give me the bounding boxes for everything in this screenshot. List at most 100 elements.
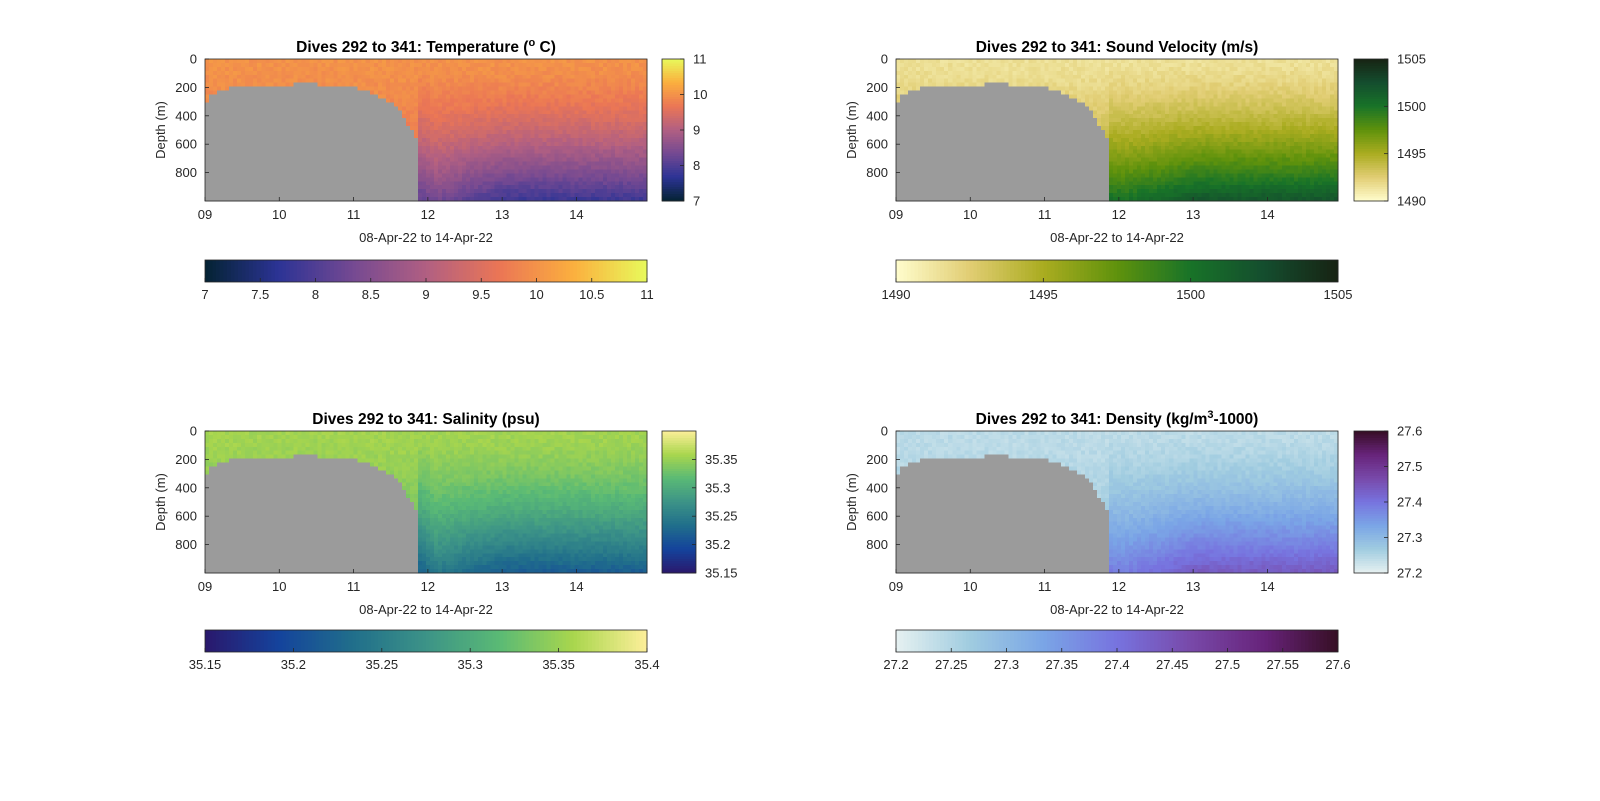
- colorbar-right-band: [662, 170, 684, 174]
- heatmap-cell: [908, 86, 913, 92]
- heatmap-cell: [458, 82, 463, 88]
- heatmap-cell: [349, 189, 355, 194]
- heatmap-cell: [980, 110, 985, 115]
- heatmap-cell: [466, 59, 471, 64]
- heatmap-cell: [409, 94, 415, 100]
- heatmap-cell: [506, 133, 511, 139]
- heatmap-cell: [329, 102, 335, 107]
- heatmap-cell: [924, 157, 929, 163]
- heatmap-cell: [900, 86, 905, 92]
- heatmap-cell: [936, 110, 941, 115]
- heatmap-cell: [357, 197, 363, 202]
- heatmap-cell: [462, 110, 467, 115]
- heatmap-cell: [594, 141, 600, 147]
- heatmap-cell: [317, 78, 323, 84]
- heatmap-cell: [430, 90, 435, 96]
- heatmap-cell: [542, 145, 548, 151]
- heatmap-cell: [454, 59, 459, 64]
- heatmap-cell: [417, 145, 423, 151]
- heatmap-cell: [562, 145, 568, 151]
- heatmap-cell: [369, 102, 375, 107]
- heatmap-cell: [417, 106, 423, 111]
- heatmap-cell: [289, 149, 294, 155]
- heatmap-cell: [574, 74, 580, 80]
- heatmap-cell: [522, 126, 528, 131]
- heatmap-cell: [972, 193, 977, 198]
- heatmap-cell: [229, 161, 234, 167]
- heatmap-cell: [928, 145, 933, 151]
- heatmap-cell: [622, 74, 628, 80]
- heatmap-cell: [293, 98, 299, 103]
- heatmap-cell: [213, 185, 218, 190]
- heatmap-cell: [920, 118, 925, 123]
- heatmap-cell: [530, 126, 536, 131]
- heatmap-cell: [293, 153, 299, 159]
- heatmap-cell: [249, 141, 254, 147]
- heatmap-cell: [474, 106, 479, 111]
- heatmap-cell: [586, 197, 592, 202]
- heatmap-cell: [968, 149, 973, 155]
- heatmap-cell: [345, 110, 351, 115]
- heatmap-cell: [610, 114, 616, 119]
- heatmap-cell: [562, 94, 568, 100]
- heatmap-cell: [417, 82, 423, 88]
- heatmap-cell: [450, 157, 455, 163]
- heatmap-cell: [389, 165, 395, 171]
- heatmap-cell: [606, 78, 612, 84]
- colorbar-bottom-band: [330, 260, 335, 282]
- heatmap-cell: [526, 82, 532, 88]
- heatmap-cell: [980, 98, 985, 103]
- heatmap-cell: [313, 173, 319, 178]
- heatmap-cell: [297, 74, 303, 80]
- heatmap-cell: [385, 74, 391, 80]
- heatmap-cell: [506, 130, 511, 135]
- heatmap: [896, 59, 1339, 202]
- heatmap-cell: [574, 133, 580, 139]
- heatmap-cell: [574, 141, 580, 147]
- heatmap-cell: [510, 98, 515, 103]
- heatmap-cell: [217, 66, 222, 72]
- colorbar-bottom-tick-label: 8: [312, 287, 319, 302]
- heatmap-cell: [301, 137, 307, 143]
- heatmap-cell: [486, 74, 491, 80]
- heatmap-cell: [470, 66, 475, 72]
- colorbar-right-band: [662, 139, 684, 143]
- heatmap-cell: [273, 177, 278, 182]
- heatmap-cell: [578, 59, 584, 64]
- heatmap-cell: [494, 137, 499, 143]
- heatmap-cell: [454, 106, 459, 111]
- heatmap-cell: [381, 118, 387, 123]
- heatmap-cell: [490, 118, 495, 123]
- heatmap-cell: [438, 173, 443, 178]
- heatmap-cell: [642, 90, 648, 96]
- heatmap-cell: [269, 62, 274, 68]
- heatmap-cell: [490, 169, 495, 174]
- heatmap-cell: [345, 189, 351, 194]
- heatmap-cell: [932, 169, 937, 174]
- heatmap-cell: [205, 118, 210, 123]
- heatmap-cell: [293, 133, 299, 139]
- heatmap-cell: [574, 66, 580, 72]
- heatmap-cell: [924, 161, 929, 167]
- heatmap-cell: [369, 98, 375, 103]
- heatmap-cell: [353, 114, 359, 119]
- heatmap-cell: [397, 110, 403, 115]
- heatmap-cell: [578, 78, 584, 84]
- heatmap-cell: [478, 110, 483, 115]
- heatmap-cell: [904, 70, 909, 76]
- heatmap-cell: [598, 78, 604, 84]
- heatmap-cell: [574, 78, 580, 84]
- heatmap-cell: [269, 94, 274, 100]
- heatmap-cell: [265, 114, 270, 119]
- heatmap-cell: [281, 197, 286, 202]
- heatmap-cell: [205, 102, 210, 107]
- heatmap-cell: [257, 106, 262, 111]
- heatmap-cell: [478, 193, 483, 198]
- heatmap-cell: [345, 74, 351, 80]
- heatmap-cell: [229, 165, 234, 171]
- heatmap-cell: [928, 126, 933, 131]
- heatmap-cell: [952, 181, 957, 186]
- heatmap-cell: [217, 165, 222, 171]
- heatmap-cell: [430, 145, 435, 151]
- heatmap-cell: [526, 62, 532, 68]
